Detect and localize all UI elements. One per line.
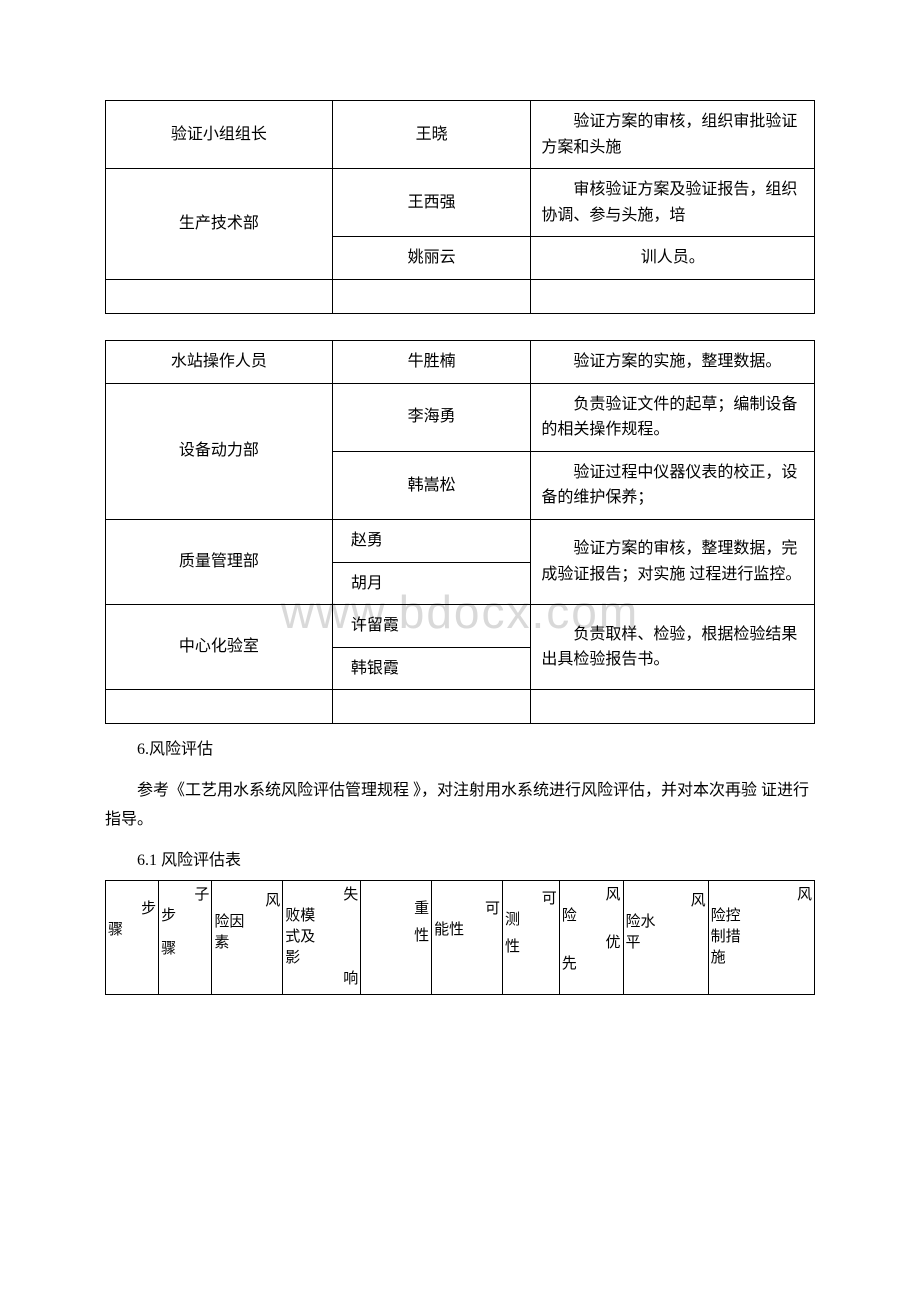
- name-cell: 韩银霞: [332, 647, 531, 690]
- name-cell: 韩嵩松: [332, 451, 531, 519]
- risk-col-control: 风 险控 制措 施: [708, 880, 814, 994]
- risk-col-step: 步 骤: [106, 880, 159, 994]
- body-text: 参考《工艺用水系统风险评估管理规程 》，对注射用水系统进行风险评估，并对本次再验…: [105, 777, 815, 835]
- table-row: 步 骤 子 步 骤 风 险因 素 失 败模 式及 影 响: [106, 880, 815, 994]
- name-cell: 牛胜楠: [332, 340, 531, 383]
- risk-col-factor: 风 险因 素: [212, 880, 283, 994]
- duty-cell: 验证方案的审核，组织审批验证方案和头施: [531, 101, 815, 169]
- duty-cell: 负责取样、检验，根据检验结果出具检验报告书。: [531, 605, 815, 690]
- duty-cell: 验证方案的实施，整理数据。: [531, 340, 815, 383]
- risk-col-priority: 风 险 优 先: [559, 880, 623, 994]
- dept-cell: 验证小组组长: [106, 101, 333, 169]
- table-row: [106, 279, 815, 313]
- section-heading: 6.1 风险评估表: [105, 847, 815, 876]
- dept-cell: 设备动力部: [106, 383, 333, 519]
- empty-cell: [531, 690, 815, 724]
- empty-cell: [106, 690, 333, 724]
- risk-header-table: 步 骤 子 步 骤 风 险因 素 失 败模 式及 影 响: [105, 880, 815, 995]
- table-row: 设备动力部 李海勇 负责验证文件的起草；编制设备的相关操作规程。: [106, 383, 815, 451]
- dept-cell: 水站操作人员: [106, 340, 333, 383]
- name-cell: 胡月: [332, 562, 531, 605]
- dept-cell: 质量管理部: [106, 519, 333, 604]
- table-row: 生产技术部 王西强 审核验证方案及验证报告，组织协调、参与头施，培: [106, 169, 815, 237]
- risk-col-severity: 重 性: [361, 880, 432, 994]
- name-cell: 王西强: [332, 169, 531, 237]
- risk-col-detect: 可 测 性: [503, 880, 560, 994]
- duty-cell: 验证过程中仪器仪表的校正，设备的维护保养；: [531, 451, 815, 519]
- dept-cell: 生产技术部: [106, 169, 333, 280]
- table-row: 验证小组组长 王晓 验证方案的审核，组织审批验证方案和头施: [106, 101, 815, 169]
- table-row: 水站操作人员 牛胜楠 验证方案的实施，整理数据。: [106, 340, 815, 383]
- name-cell: 王晓: [332, 101, 531, 169]
- team-table-1: 验证小组组长 王晓 验证方案的审核，组织审批验证方案和头施 生产技术部 王西强 …: [105, 100, 815, 314]
- name-cell: 李海勇: [332, 383, 531, 451]
- name-cell: 许留霞: [332, 605, 531, 648]
- name-cell: 姚丽云: [332, 237, 531, 280]
- duty-cell: 负责验证文件的起草；编制设备的相关操作规程。: [531, 383, 815, 451]
- duty-cell: 审核验证方案及验证报告，组织协调、参与头施，培: [531, 169, 815, 237]
- empty-cell: [531, 279, 815, 313]
- name-cell: 赵勇: [332, 519, 531, 562]
- risk-col-substep: 子 步 骤: [159, 880, 212, 994]
- risk-col-level: 风 险水 平: [623, 880, 708, 994]
- section-heading: 6.风险评估: [105, 736, 815, 765]
- table-row: 质量管理部 赵勇 验证方案的审核，整理数据，完成验证报告；对实施 过程进行监控。: [106, 519, 815, 562]
- empty-cell: [332, 279, 531, 313]
- dept-cell: 中心化验室: [106, 605, 333, 690]
- team-table-2: 水站操作人员 牛胜楠 验证方案的实施，整理数据。 设备动力部 李海勇 负责验证文…: [105, 340, 815, 724]
- duty-cell: 训人员。: [531, 237, 815, 280]
- empty-cell: [332, 690, 531, 724]
- duty-cell: 验证方案的审核，整理数据，完成验证报告；对实施 过程进行监控。: [531, 519, 815, 604]
- empty-cell: [106, 279, 333, 313]
- risk-col-possibility: 可 能性: [432, 880, 503, 994]
- table-row: 中心化验室 许留霞 负责取样、检验，根据检验结果出具检验报告书。: [106, 605, 815, 648]
- risk-col-failure: 失 败模 式及 影 响: [283, 880, 361, 994]
- table-row: [106, 690, 815, 724]
